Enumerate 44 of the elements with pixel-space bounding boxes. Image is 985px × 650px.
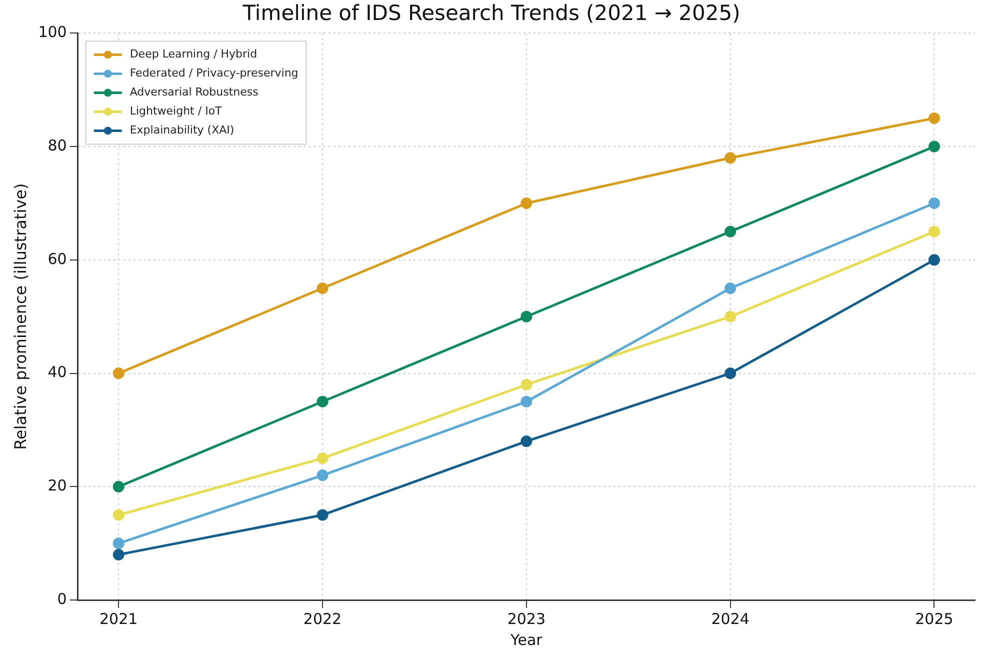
point [520,396,532,408]
y-tick-label: 60 [48,250,67,268]
y-tick-label: 0 [57,590,67,608]
y-tick-label: 20 [48,476,67,495]
x-tick-label: 2025 [915,610,954,628]
chart-title: Timeline of IDS Research Trends (2021 → 2025) [242,1,740,26]
point [520,310,532,322]
point [316,509,328,521]
legend-label: Adversarial Robustness [130,86,259,99]
x-axis-title: Year [510,630,544,649]
point [520,436,532,448]
point [520,197,532,209]
point [928,197,940,209]
legend-label: Deep Learning / Hybrid [130,48,258,61]
point [316,282,328,294]
legend-label: Lightweight / IoT [130,104,222,118]
legend-label: Federated / Privacy-preserving [130,66,298,80]
point [112,538,124,550]
point [112,509,124,521]
point [724,282,736,294]
point [928,254,940,266]
point [928,112,940,124]
point [928,226,940,238]
legend-label: Explainability (XAI) [130,124,234,137]
point [316,470,328,482]
point [724,152,736,164]
x-tick-label: 2021 [100,610,138,628]
y-tick-label: 80 [48,136,67,154]
y-tick-label: 40 [48,363,67,382]
x-tick-label: 2023 [507,610,546,628]
point [724,310,736,322]
point [316,452,328,464]
point [316,396,328,408]
point [928,140,940,152]
point [724,368,736,380]
point [520,378,532,390]
point [112,368,124,380]
y-tick-label: 100 [38,23,67,42]
point [112,480,124,492]
x-tick-label: 2022 [303,610,342,628]
point [724,226,736,238]
point [112,548,124,560]
x-tick-label: 2024 [711,610,750,628]
y-axis-title: Relative prominence (illustrative) [10,183,30,450]
